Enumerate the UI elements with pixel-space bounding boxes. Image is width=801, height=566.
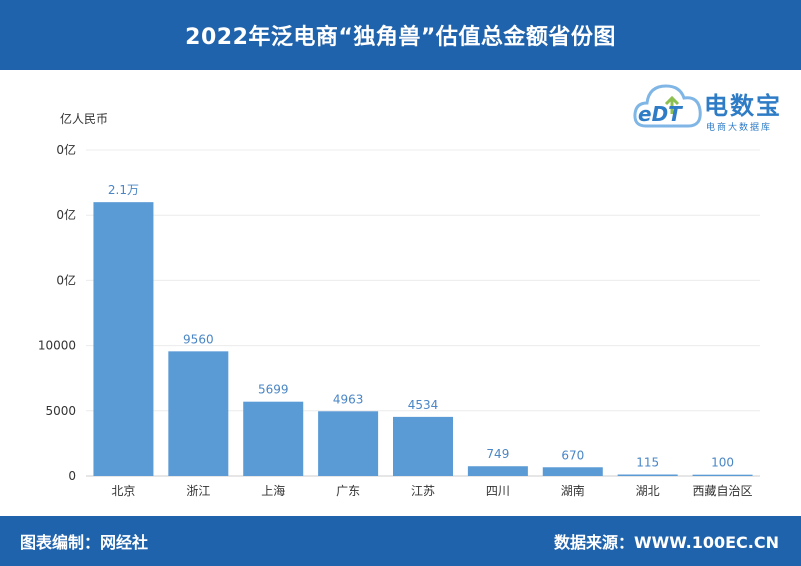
data-label: 670 (561, 448, 584, 462)
bar (318, 411, 379, 476)
bar (692, 474, 753, 476)
x-tick-label: 西藏自治区 (693, 484, 753, 498)
x-tick-label: 湖南 (561, 483, 585, 498)
bar (93, 202, 154, 476)
data-label: 5699 (258, 383, 289, 397)
x-tick-label: 湖北 (636, 483, 660, 498)
y-tick-label: 0亿 (56, 272, 76, 287)
data-label: 4534 (408, 398, 439, 412)
footer-source: 数据来源：WWW.100EC.CN (553, 533, 779, 552)
y-tick-label: 0 (68, 469, 76, 483)
chart-title: 2022年泛电商“独角兽”估值总金额省份图 (185, 25, 616, 50)
bar (467, 466, 528, 476)
bar (393, 416, 453, 476)
data-label: 2.1万 (108, 183, 139, 197)
x-tick-label: 北京 (111, 484, 135, 498)
y-tick-label: 0亿 (56, 207, 76, 222)
bar (243, 401, 304, 476)
y-axis-label: 亿人民币 (60, 112, 109, 126)
x-tick-label: 四川 (486, 484, 510, 498)
y-tick-label: 10000 (38, 339, 76, 353)
y-tick-label: 5000 (45, 404, 76, 418)
bar (168, 351, 229, 476)
x-tick-label: 浙江 (186, 484, 210, 498)
footer-editor: 图表编制：网经社 (20, 533, 149, 552)
logo: eDT 电数宝 电商大数据库 (632, 76, 792, 140)
title-bar: 2022年泛电商“独角兽”估值总金额省份图 (0, 0, 801, 70)
cloud-icon (633, 84, 702, 128)
data-label: 9560 (183, 332, 214, 346)
data-label: 4963 (333, 392, 364, 406)
bar (542, 467, 603, 476)
x-tick-label: 上海 (261, 483, 285, 498)
y-tick-label: 0亿 (56, 142, 76, 157)
logo-brand: 电数宝 (704, 92, 782, 120)
x-tick-label: 广东 (336, 484, 360, 498)
data-label: 115 (636, 456, 659, 470)
bar (617, 474, 678, 476)
x-tick-label: 江苏 (411, 484, 435, 498)
data-label: 100 (711, 456, 734, 470)
footer-bar: 图表编制：网经社 数据来源：WWW.100EC.CN (0, 516, 801, 566)
logo-mark: eDT (638, 102, 682, 126)
data-label: 749 (486, 447, 509, 461)
logo-subtitle: 电商大数据库 (706, 123, 773, 133)
